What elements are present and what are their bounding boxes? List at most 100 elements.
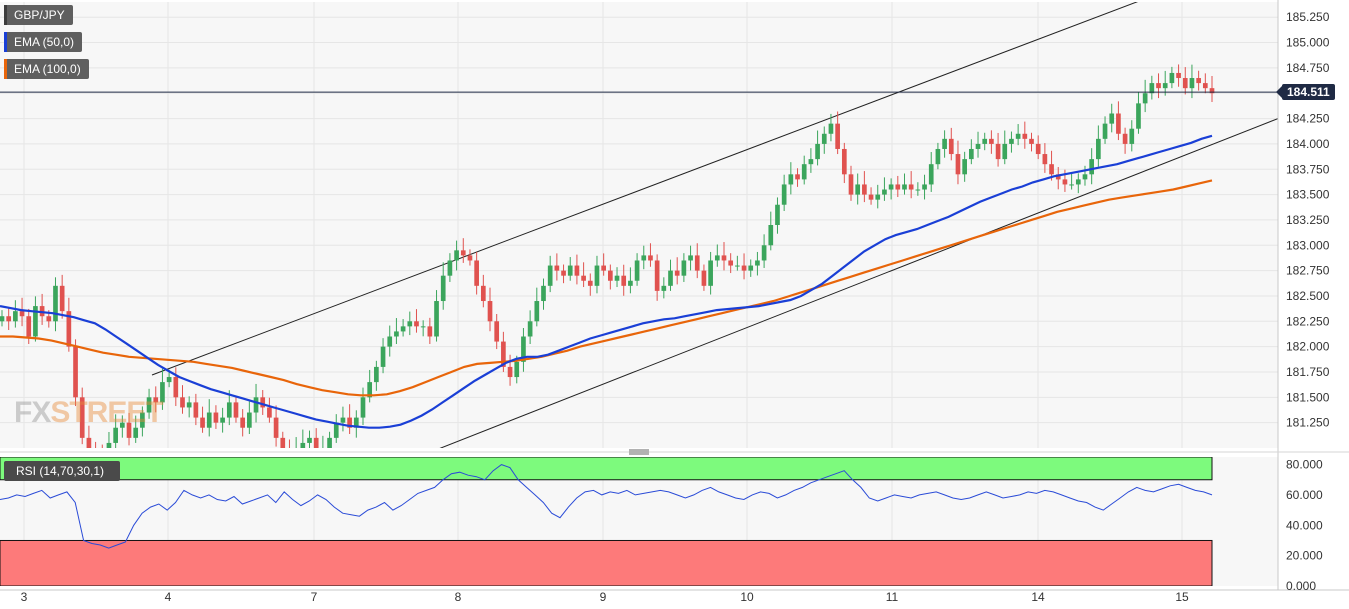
overbought-band (0, 457, 1212, 480)
candle-body (541, 286, 546, 301)
price-panel (0, 0, 1278, 468)
symbol-tag[interactable]: GBP/JPY (4, 5, 73, 25)
candle-body (53, 286, 58, 321)
candle-body (621, 276, 626, 286)
legend-ema50[interactable]: EMA (50,0) (4, 32, 82, 52)
candle-body (1069, 184, 1074, 185)
candle-body (234, 402, 239, 417)
candle-body (1129, 129, 1134, 144)
candle-body (374, 367, 379, 382)
candle-body (1109, 114, 1114, 124)
candle-body (1116, 114, 1121, 134)
candle-body (334, 423, 339, 438)
candle-body (514, 362, 519, 377)
candle-body (461, 250, 466, 255)
x-tick-label: 9 (600, 590, 607, 604)
symbol-swatch (4, 5, 7, 25)
legend-ema100[interactable]: EMA (100,0) (4, 59, 89, 79)
candle-body (849, 174, 854, 194)
candle-body (1043, 154, 1048, 164)
candle-body (300, 443, 305, 448)
candle-body (13, 311, 18, 321)
candle-body (107, 443, 112, 458)
candle-body (809, 159, 814, 164)
candle-body (1156, 83, 1161, 88)
candle-body (307, 438, 312, 443)
candle-body (113, 428, 118, 443)
candle-body (762, 245, 767, 260)
candle-body (869, 195, 874, 200)
candle-body (274, 418, 279, 438)
candle-body (1076, 179, 1081, 184)
candle-body (454, 250, 459, 260)
candle-body (996, 144, 1001, 159)
candle-body (688, 255, 693, 260)
candle-body (842, 149, 847, 174)
candle-body (508, 367, 513, 377)
candle-body (387, 337, 392, 347)
candle-body (1203, 83, 1208, 88)
candle-body (661, 286, 666, 291)
candle-body (708, 260, 713, 285)
candle-body (889, 184, 894, 189)
price-tick-label: 183.250 (1286, 213, 1330, 227)
candle-body (628, 281, 633, 286)
candle-body (1103, 124, 1108, 139)
rsi-panel (0, 457, 1278, 586)
price-tick-label: 185.250 (1286, 10, 1330, 24)
candle-body (555, 266, 560, 271)
candle-body (394, 331, 399, 336)
price-tick-label: 183.000 (1286, 238, 1330, 252)
candle-body (568, 266, 573, 276)
candle-body (60, 286, 65, 311)
ema50-label: EMA (50,0) (14, 35, 74, 49)
candle-body (969, 149, 974, 159)
rsi-tag[interactable]: RSI (14,70,30,1) (4, 461, 120, 481)
x-tick-label: 10 (740, 590, 754, 604)
candle-body (528, 321, 533, 336)
price-tick-label: 182.750 (1286, 264, 1330, 278)
candle-body (254, 397, 259, 412)
rsi-tick-label: 40.000 (1286, 518, 1323, 532)
candle-body (929, 164, 934, 184)
candle-body (468, 255, 473, 260)
price-tick-label: 182.500 (1286, 289, 1330, 303)
ema100-label: EMA (100,0) (14, 62, 81, 76)
candle-body (488, 301, 493, 321)
price-tick-label: 182.250 (1286, 314, 1330, 328)
price-tick-label: 183.500 (1286, 188, 1330, 202)
candle-body (20, 311, 25, 316)
candle-body (1190, 78, 1195, 88)
candle-body (735, 266, 740, 267)
price-tick-label: 181.500 (1286, 390, 1330, 404)
candle-body (675, 271, 680, 276)
candle-body (682, 260, 687, 275)
ema50-swatch (4, 32, 7, 52)
candle-body (26, 316, 31, 336)
candle-body (742, 266, 747, 271)
candle-body (260, 397, 265, 407)
oversold-band (0, 540, 1212, 586)
candle-body (1196, 78, 1201, 83)
x-tick-label: 3 (21, 590, 28, 604)
candle-body (615, 276, 620, 281)
price-tick-label: 182.000 (1286, 340, 1330, 354)
candle-body (976, 144, 981, 149)
candle-body (1170, 73, 1175, 83)
x-tick-label: 4 (165, 590, 172, 604)
candle-body (855, 184, 860, 194)
candle-body (227, 402, 232, 417)
candle-body (909, 184, 914, 189)
candle-body (775, 205, 780, 225)
candle-body (481, 286, 486, 301)
candle-body (702, 271, 707, 286)
x-tick-label: 14 (1031, 590, 1045, 604)
candle-body (167, 377, 172, 382)
candle-body (1163, 83, 1168, 88)
candle-body (982, 139, 987, 144)
candle-body (1016, 134, 1021, 139)
candle-body (220, 418, 225, 423)
candle-body (962, 159, 967, 174)
candle-body (862, 184, 867, 194)
